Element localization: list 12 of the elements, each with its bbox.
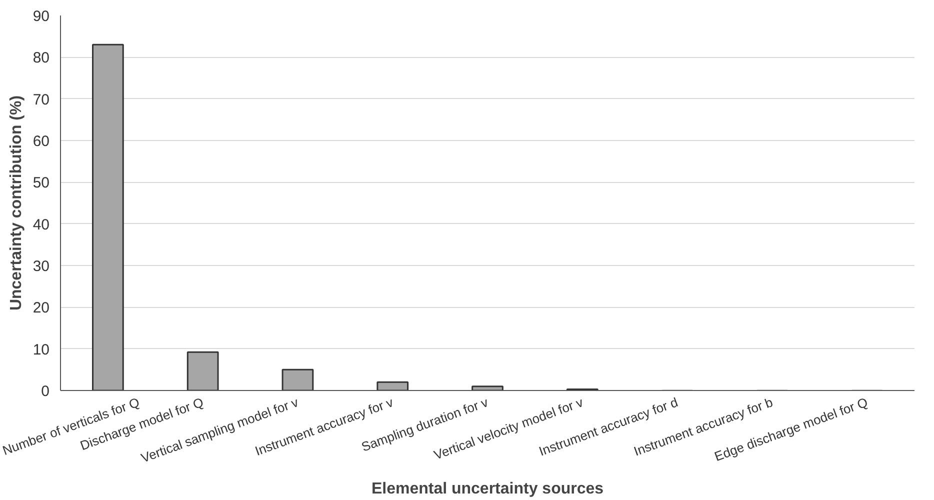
y-tick-label: 90 [32, 8, 50, 25]
y-tick-label: 20 [32, 300, 50, 317]
y-tick-label: 60 [32, 133, 50, 150]
y-axis-title: Uncertainty contribution (%) [8, 95, 25, 311]
y-tick-label: 80 [32, 50, 50, 67]
y-tick-label: 30 [32, 258, 50, 275]
y-tick-label: 40 [32, 216, 50, 234]
y-tick-label: 10 [32, 341, 50, 358]
x-axis-title: Elemental uncertainty sources [371, 480, 604, 498]
y-tick-label: 70 [32, 91, 50, 108]
y-tick-label: 0 [41, 383, 50, 400]
y-tick-label: 50 [32, 174, 50, 192]
